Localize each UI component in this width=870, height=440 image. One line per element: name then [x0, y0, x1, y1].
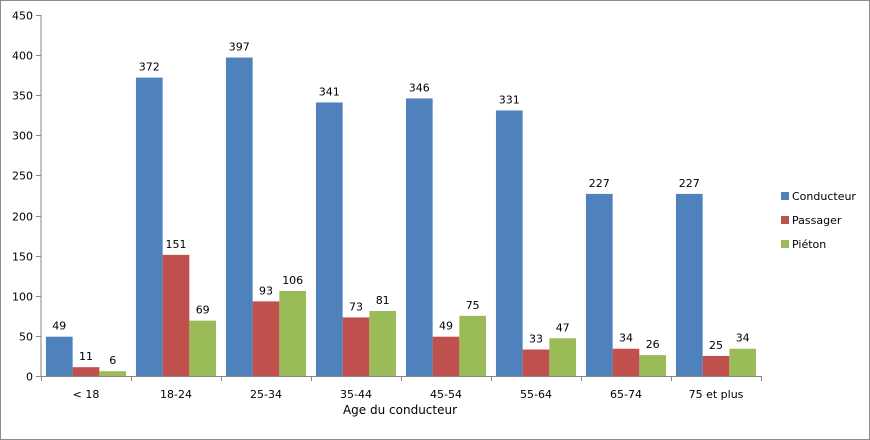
x-tick-label: 25-34 — [250, 388, 282, 401]
bar — [612, 348, 640, 376]
data-label: 34 — [619, 332, 633, 345]
legend-swatch — [781, 216, 789, 224]
y-tick-label: 250 — [12, 170, 33, 183]
bar — [522, 349, 550, 376]
bar — [675, 193, 703, 376]
x-tick-label: 55-64 — [520, 388, 552, 401]
x-axis-title: Age du conducteur — [343, 403, 457, 417]
data-label: 49 — [52, 320, 66, 333]
bar — [189, 320, 217, 376]
data-label: 11 — [79, 350, 93, 363]
data-label: 227 — [589, 177, 610, 190]
legend-label: Piéton — [792, 238, 826, 251]
y-axis: 0 50 100 150 200 250 300 350 400 450 — [12, 10, 42, 384]
bar — [585, 193, 613, 376]
data-label: 331 — [499, 93, 520, 106]
legend-label: Conducteur — [792, 190, 856, 203]
data-label: 49 — [439, 320, 453, 333]
x-tick-label: < 18 — [73, 388, 100, 401]
bars — [45, 57, 757, 377]
bar — [225, 57, 253, 377]
y-tick-label: 100 — [12, 291, 33, 304]
bar — [135, 77, 163, 376]
data-label: 106 — [282, 274, 303, 287]
data-label: 397 — [229, 41, 250, 54]
data-label: 47 — [556, 321, 570, 334]
y-tick-label: 300 — [12, 130, 33, 143]
x-tick-label: 45-54 — [430, 388, 462, 401]
bar — [459, 315, 487, 376]
bar — [495, 110, 523, 376]
bar — [369, 311, 397, 376]
data-label: 25 — [709, 339, 723, 352]
bar — [315, 102, 343, 376]
legend-label: Passager — [792, 214, 842, 227]
bar — [162, 254, 190, 376]
data-label: 341 — [319, 85, 340, 98]
x-axis: < 18 18-24 25-34 35-44 45-54 55-64 65-74 75 et … — [41, 376, 762, 401]
data-label: 81 — [376, 294, 390, 307]
y-tick-label: 50 — [19, 331, 33, 344]
y-tick-label: 350 — [12, 90, 33, 103]
bar — [99, 371, 127, 376]
bar — [342, 317, 370, 376]
data-label: 33 — [529, 333, 543, 346]
bar — [252, 301, 280, 376]
data-label: 372 — [139, 61, 160, 74]
y-tick-label: 150 — [12, 251, 33, 264]
data-label: 6 — [109, 354, 116, 367]
bar — [729, 348, 757, 376]
data-label: 227 — [679, 177, 700, 190]
data-label: 26 — [646, 338, 660, 351]
y-tick-label: 400 — [12, 50, 33, 63]
x-tick-label: 35-44 — [340, 388, 372, 401]
legend-swatch — [781, 192, 789, 200]
bar — [279, 290, 307, 376]
bar — [72, 367, 100, 376]
bar — [45, 336, 73, 376]
data-label: 346 — [409, 81, 430, 94]
bar — [702, 355, 730, 376]
bar — [549, 338, 577, 376]
x-tick-label: 75 et plus — [689, 388, 744, 401]
bar — [432, 336, 460, 376]
legend: Conducteur Passager Piéton — [781, 190, 856, 251]
data-label: 75 — [466, 299, 480, 312]
y-tick-label: 0 — [26, 371, 33, 384]
bar — [639, 355, 667, 376]
data-label: 73 — [349, 300, 363, 313]
data-label: 93 — [259, 284, 273, 297]
legend-swatch — [781, 240, 789, 248]
bar — [405, 98, 433, 376]
x-tick-label: 18-24 — [160, 388, 192, 401]
x-tick-label: 65-74 — [610, 388, 642, 401]
y-tick-label: 450 — [12, 10, 33, 23]
y-tick-label: 200 — [12, 211, 33, 224]
data-label: 69 — [196, 304, 210, 317]
data-label: 34 — [736, 332, 750, 345]
data-label: 151 — [166, 238, 187, 251]
